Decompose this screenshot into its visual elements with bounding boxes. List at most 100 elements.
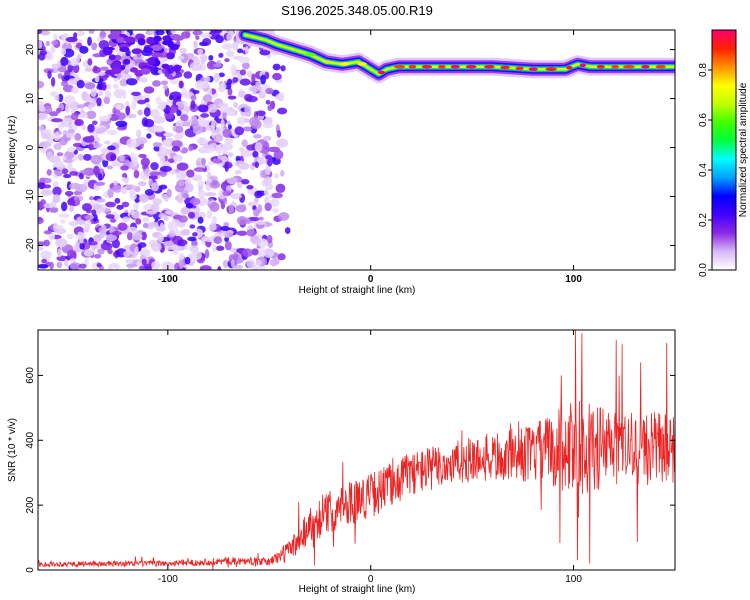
spectrogram-speckle	[40, 30, 51, 36]
spectrogram-speckle	[171, 146, 181, 152]
spectrogram-speckle	[211, 119, 216, 129]
spectrogram-speckle	[69, 205, 74, 213]
spectrogram-speckle	[95, 181, 106, 186]
spectrogram-speckle	[185, 52, 195, 61]
spectrogram-speckle	[251, 73, 256, 84]
spectrogram-speckle	[175, 228, 180, 236]
spectrogram-hotspot	[465, 64, 477, 69]
spectrogram-speckle	[223, 221, 230, 227]
spectrogram-speckle	[244, 93, 253, 102]
spectrogram-speckle	[141, 65, 152, 70]
spectrogram-speckle	[97, 71, 106, 76]
spectrogram-speckle	[248, 85, 261, 93]
spectrogram-speckle	[49, 155, 61, 164]
spectrogram-speckle	[227, 87, 233, 96]
spectrogram-speckle	[127, 226, 138, 233]
spectrogram-speckle	[38, 125, 45, 132]
spectrogram-speckle	[148, 178, 154, 187]
spectrogram-speckle	[96, 262, 102, 268]
spectrogram-speckle	[143, 86, 155, 94]
spectrogram-y-label: Frequency (Hz)	[7, 116, 18, 185]
colorbar-tick-label: 0.0	[698, 263, 709, 277]
spectrogram-speckle	[47, 70, 52, 79]
spectrogram-speckle	[100, 66, 109, 71]
spectrogram-speckle	[115, 120, 128, 128]
spectrogram-speckle	[222, 190, 232, 197]
spectrogram-speckle	[213, 236, 223, 244]
spectrogram-speckle	[157, 116, 166, 124]
spectrogram-speckle	[145, 210, 158, 215]
spectrogram-speckle	[161, 139, 170, 147]
spectrogram-speckle	[240, 149, 253, 158]
spectrogram-speckle	[146, 133, 152, 139]
spectrogram-speckle	[170, 33, 182, 40]
spectrogram-speckle	[181, 229, 191, 236]
spectrogram-speckle	[72, 142, 83, 148]
spectrogram-speckle	[158, 146, 169, 157]
spectrogram-speckle	[200, 113, 210, 118]
spectrogram-speckle	[94, 137, 101, 143]
spectrogram-speckle	[92, 66, 102, 74]
spectrogram-hotspot	[357, 62, 367, 66]
spectrogram-speckle	[220, 104, 230, 113]
spectrogram-speckle	[146, 47, 154, 52]
y-tick-label: 10	[25, 93, 36, 105]
spectrogram-speckle	[90, 88, 97, 97]
spectrogram-speckle	[50, 77, 56, 87]
x-tick-label: 100	[565, 274, 582, 285]
spectrogram-speckle	[157, 69, 163, 74]
spectrogram-speckle	[79, 242, 85, 250]
spectrogram-speckle	[60, 81, 69, 87]
colorbar-tick-label: 0.6	[698, 113, 709, 127]
spectrogram-speckle	[264, 165, 271, 176]
spectrogram-hotspot	[515, 66, 524, 71]
snr-x-ticks: -100 0 100	[158, 330, 582, 585]
colorbar-ticks: 0.0 0.2 0.4 0.6 0.8	[698, 63, 712, 277]
spectrogram-speckle	[131, 48, 143, 55]
spectrogram-speckle	[227, 78, 233, 85]
spectrogram-speckle	[152, 142, 162, 147]
spectrogram-speckle	[238, 90, 247, 98]
spectrogram-speckle	[142, 94, 151, 99]
spectrogram-speckle	[88, 241, 98, 246]
spectrogram-speckle	[245, 218, 251, 225]
spectrogram-speckle	[116, 204, 124, 210]
spectrogram-speckle	[155, 30, 165, 36]
spectrogram-speckle	[136, 129, 142, 139]
spectrogram-speckle	[224, 231, 229, 238]
spectrogram-speckle	[163, 132, 174, 137]
spectrogram-speckle	[141, 68, 151, 75]
spectrogram-speckle	[60, 219, 66, 224]
spectrogram-speckle	[55, 107, 62, 114]
spectrogram-speckle	[138, 77, 148, 83]
spectrogram-speckle	[87, 58, 93, 66]
spectrogram-speckle	[106, 129, 118, 136]
spectrogram-speckle	[262, 135, 272, 141]
y-tick-label: 0	[25, 567, 36, 573]
spectrogram-speckle	[275, 183, 286, 193]
spectrogram-speckle	[137, 99, 147, 105]
snr-panel: -100 0 100 0 200 400 600 Height of straight l…	[7, 329, 676, 595]
spectrogram-speckle	[187, 236, 197, 242]
spectrogram-speckle	[265, 154, 273, 160]
spectrogram-speckle	[159, 165, 172, 172]
spectrogram-speckle	[168, 221, 174, 232]
spectrogram-speckle	[60, 48, 67, 56]
spectrogram-speckle	[264, 202, 272, 212]
spectrogram-speckle	[40, 250, 52, 260]
spectrogram-speckle	[103, 96, 111, 105]
spectrogram-speckle	[131, 91, 141, 97]
spectrogram-speckle	[74, 199, 81, 206]
spectrogram-speckle	[193, 40, 198, 49]
spectrogram-speckle	[222, 259, 229, 268]
spectrogram-hotspot	[545, 67, 557, 71]
spectrogram-speckle	[253, 208, 260, 217]
spectrogram-speckle	[137, 37, 146, 46]
spectrogram-speckle	[273, 173, 279, 179]
spectrogram-speckle	[256, 110, 266, 117]
spectrogram-speckle	[186, 169, 195, 178]
spectrogram-speckle	[236, 181, 243, 189]
spectrogram-speckle	[73, 32, 78, 39]
